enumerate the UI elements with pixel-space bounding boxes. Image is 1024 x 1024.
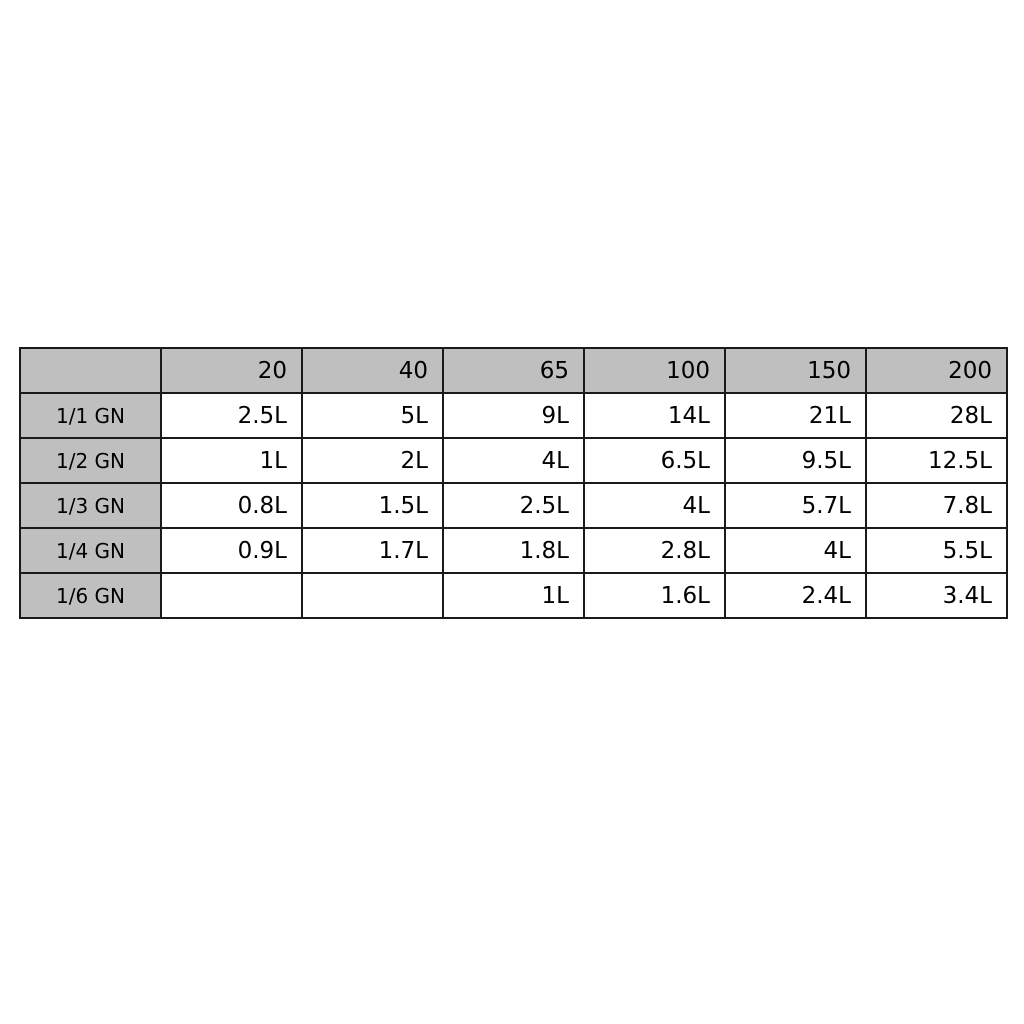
table-cell: 6.5L: [583, 437, 726, 484]
table-cell: 2.4L: [724, 572, 867, 619]
table-cell: 21L: [724, 392, 867, 439]
table-cell: 2.8L: [583, 527, 726, 574]
row-label: 1/6 GN: [19, 572, 162, 619]
table-cell: 12.5L: [865, 437, 1008, 484]
column-header: 100: [583, 347, 726, 394]
table-cell: 9.5L: [724, 437, 867, 484]
row-label: 1/2 GN: [19, 437, 162, 484]
table-cell: [301, 572, 444, 619]
table-cell: 1.5L: [301, 482, 444, 529]
row-label: 1/1 GN: [19, 392, 162, 439]
table-cell: 5.5L: [865, 527, 1008, 574]
table-cell: 3.4L: [865, 572, 1008, 619]
table-cell: 4L: [724, 527, 867, 574]
table-cell: 1.7L: [301, 527, 444, 574]
column-header: 40: [301, 347, 444, 394]
table-cell: 5.7L: [724, 482, 867, 529]
table-row: 1/4 GN 0.9L 1.7L 1.8L 2.8L 4L 5.5L: [19, 527, 1008, 574]
column-header: 65: [442, 347, 585, 394]
header-row: 20 40 65 100 150 200: [19, 347, 1008, 394]
table-cell: 7.8L: [865, 482, 1008, 529]
table-cell: 4L: [442, 437, 585, 484]
table-row: 1/1 GN 2.5L 5L 9L 14L 21L 28L: [19, 392, 1008, 439]
table-cell: 1.8L: [442, 527, 585, 574]
table-cell: 2.5L: [160, 392, 303, 439]
table-cell: 4L: [583, 482, 726, 529]
table-cell: 2.5L: [442, 482, 585, 529]
table-cell: 28L: [865, 392, 1008, 439]
row-label: 1/3 GN: [19, 482, 162, 529]
column-header: 150: [724, 347, 867, 394]
capacity-table: 20 40 65 100 150 200 1/1 GN 2.5L 5L 9L 14L 21L 28L 1…: [19, 347, 1008, 619]
table-row: 1/6 GN 1L 1.6L 2.4L 3.4L: [19, 572, 1008, 619]
table-cell: 9L: [442, 392, 585, 439]
table-cell: 14L: [583, 392, 726, 439]
table-cell: 2L: [301, 437, 444, 484]
table-cell: 0.9L: [160, 527, 303, 574]
table-row: 1/3 GN 0.8L 1.5L 2.5L 4L 5.7L 7.8L: [19, 482, 1008, 529]
table-cell: 5L: [301, 392, 444, 439]
table-row: 1/2 GN 1L 2L 4L 6.5L 9.5L 12.5L: [19, 437, 1008, 484]
column-header: 20: [160, 347, 303, 394]
row-label: 1/4 GN: [19, 527, 162, 574]
column-header: 200: [865, 347, 1008, 394]
table-cell: 0.8L: [160, 482, 303, 529]
corner-cell: [19, 347, 162, 394]
table-cell: [160, 572, 303, 619]
table-cell: 1L: [442, 572, 585, 619]
table-cell: 1.6L: [583, 572, 726, 619]
table-cell: 1L: [160, 437, 303, 484]
